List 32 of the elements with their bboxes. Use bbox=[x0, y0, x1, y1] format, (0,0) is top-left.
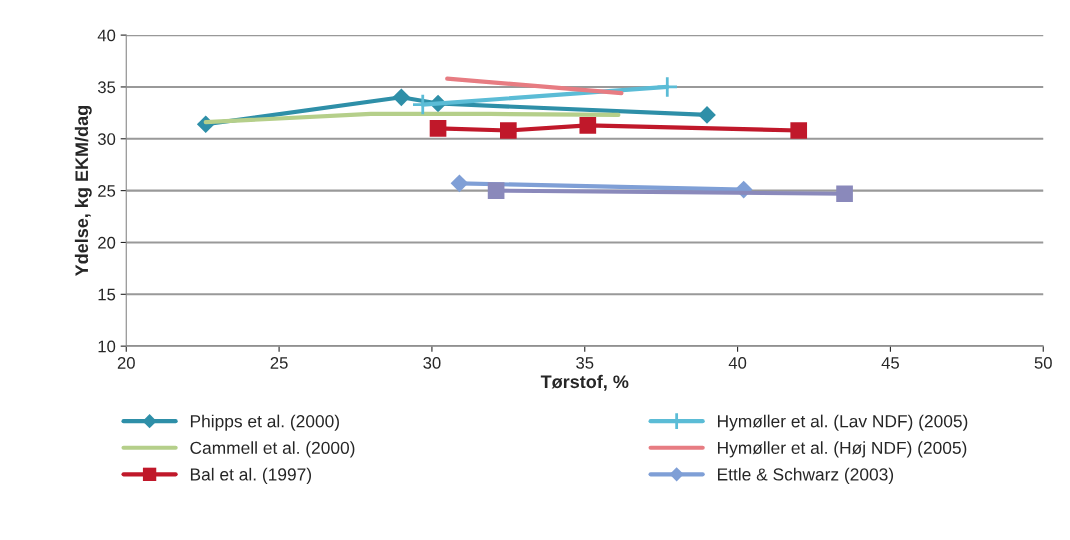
x-tick-label: 35 bbox=[576, 357, 594, 369]
point bbox=[656, 75, 679, 99]
legend-label: Ettle & Schwarz (2003) bbox=[718, 467, 894, 485]
x-axis-title: Tørstof, % bbox=[540, 374, 629, 391]
y-tick-label: 10 bbox=[98, 340, 116, 353]
point bbox=[500, 122, 517, 139]
y-axis-title: Ydelse, kg EKM/dag bbox=[74, 106, 92, 277]
x-tick-label: 30 bbox=[423, 357, 441, 369]
point bbox=[487, 182, 505, 199]
y-tick-label: 15 bbox=[98, 288, 116, 301]
point bbox=[392, 88, 411, 107]
x-tick-label: 25 bbox=[270, 357, 288, 369]
y-tick-label: 25 bbox=[98, 185, 116, 197]
legend-label: Phipps et al. (2000) bbox=[190, 414, 339, 431]
x-tick-label: 45 bbox=[881, 357, 899, 369]
legend-label: Bal et al. (1997) bbox=[190, 467, 311, 485]
legend-label: Hymøller et al. (Høj NDF) (2005) bbox=[718, 441, 967, 458]
point bbox=[836, 185, 853, 203]
y-tick-label: 35 bbox=[97, 81, 116, 94]
y-tick-label: 20 bbox=[98, 236, 116, 249]
point bbox=[450, 174, 469, 193]
point bbox=[579, 116, 597, 134]
legend-label: Cammell et al. (2000) bbox=[190, 441, 355, 458]
point bbox=[429, 120, 447, 137]
y-tick-label: 40 bbox=[97, 29, 116, 42]
x-tick-label: 20 bbox=[117, 357, 135, 369]
x-tick-label: 50 bbox=[1034, 357, 1052, 369]
y-tick-label: 30 bbox=[97, 133, 116, 145]
point bbox=[790, 122, 808, 139]
legend-label: Hymøller et al. (Lav NDF) (2005) bbox=[718, 414, 968, 431]
point bbox=[698, 106, 716, 124]
x-tick-label: 40 bbox=[728, 357, 747, 369]
